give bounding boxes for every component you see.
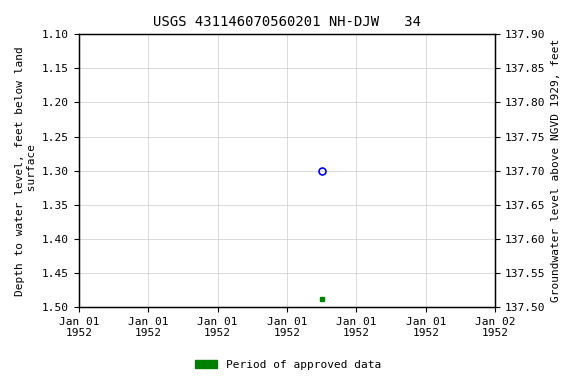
- Y-axis label: Groundwater level above NGVD 1929, feet: Groundwater level above NGVD 1929, feet: [551, 39, 561, 302]
- Title: USGS 431146070560201 NH-DJW   34: USGS 431146070560201 NH-DJW 34: [153, 15, 421, 29]
- Y-axis label: Depth to water level, feet below land
 surface: Depth to water level, feet below land su…: [15, 46, 37, 296]
- Legend: Period of approved data: Period of approved data: [191, 356, 385, 375]
